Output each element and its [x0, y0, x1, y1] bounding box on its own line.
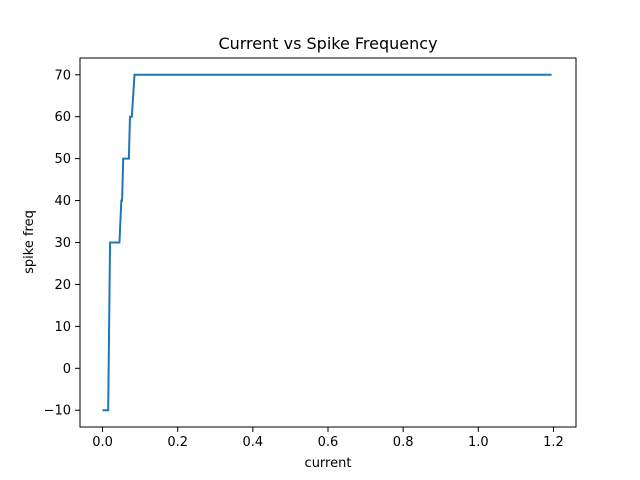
x-tick-label: 0.2 [167, 435, 188, 450]
series-line-0 [102, 73, 552, 412]
x-axis-label: current [305, 456, 352, 471]
y-tick-label: 60 [54, 110, 71, 125]
y-tick-label: −10 [44, 404, 71, 419]
chart-title: Current vs Spike Frequency [218, 34, 437, 53]
y-tick-label: 30 [54, 236, 71, 251]
x-tick-label: 0.0 [92, 435, 113, 450]
y-axis-label: spike freq [22, 210, 37, 274]
y-tick-label: 0 [63, 362, 71, 377]
plot-area: 0.0 0.2 0.4 0.6 0.8 1.0 1.2 −10 0 10 20 30 40 50 60 70 [44, 57, 577, 450]
x-tick-label: 0.6 [318, 435, 339, 450]
x-tick-label: 0.4 [243, 435, 264, 450]
x-tick-label: 1.2 [543, 435, 564, 450]
x-tick-label: 1.0 [468, 435, 489, 450]
y-tick-label: 20 [54, 278, 71, 293]
x-tick-label: 0.8 [393, 435, 414, 450]
y-tick-label: 40 [54, 194, 71, 209]
y-tick-label: 70 [54, 68, 71, 83]
y-tick-label: 10 [54, 320, 71, 335]
y-tick-label: 50 [54, 152, 71, 167]
